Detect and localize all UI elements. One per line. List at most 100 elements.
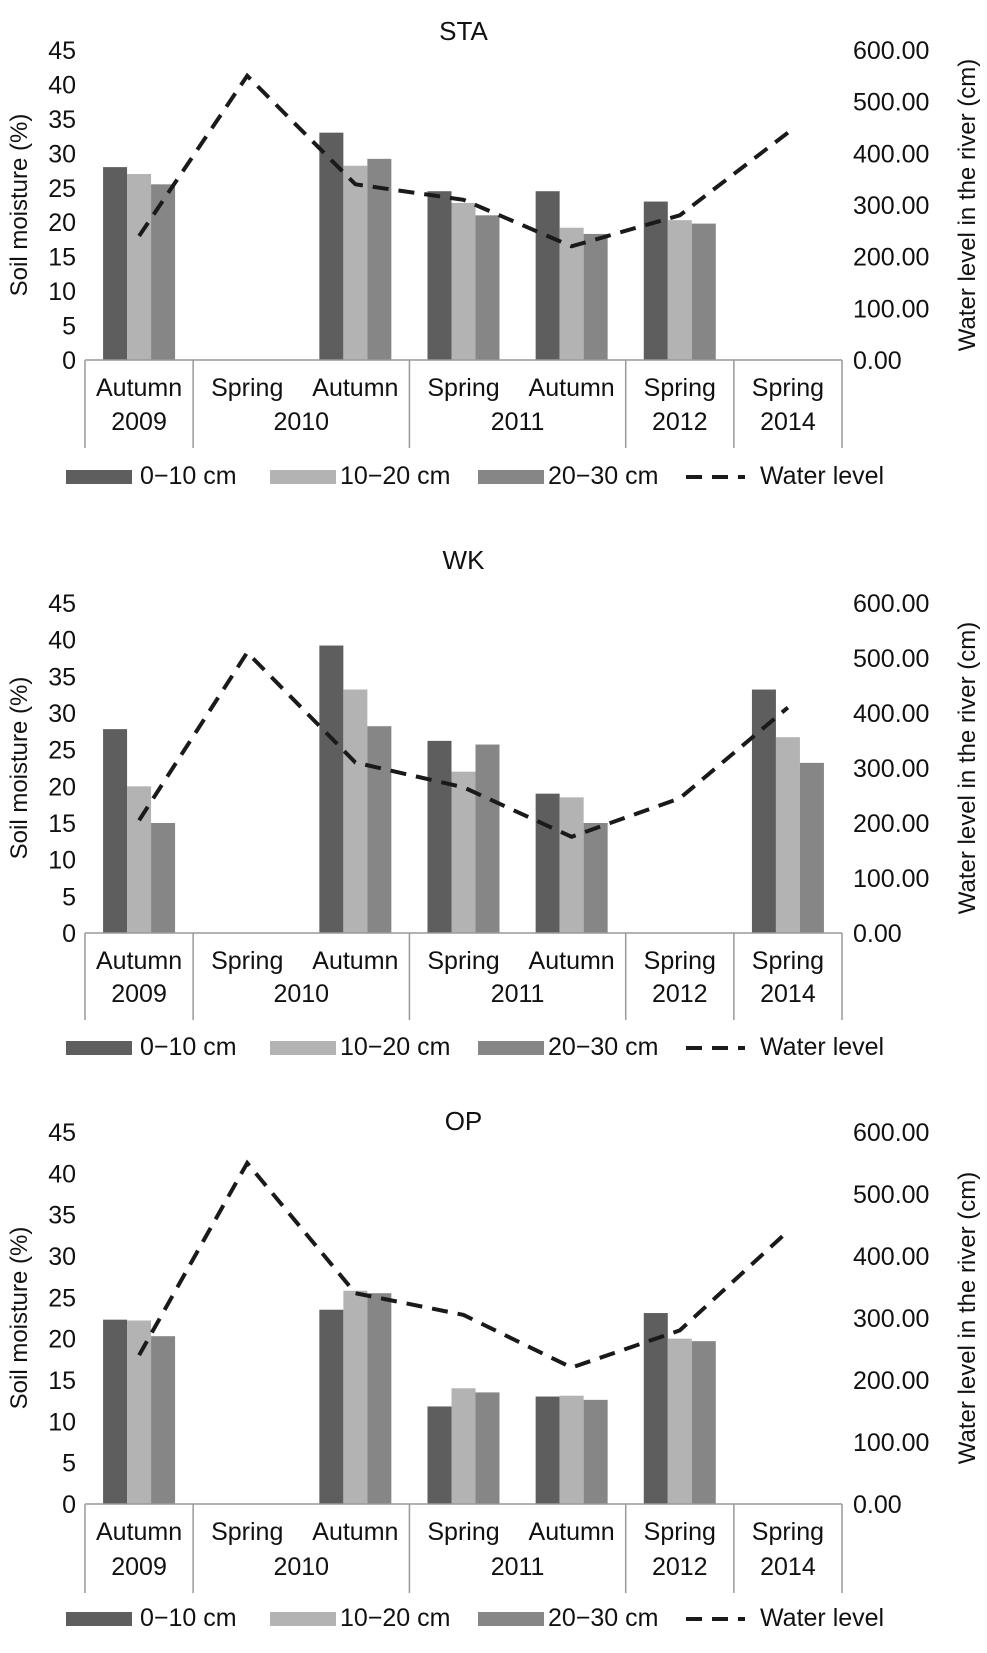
legend-label: 0−10 cm	[140, 1033, 237, 1061]
y2-tick-label: 500.00	[853, 89, 929, 117]
y-tick-label: 15	[48, 810, 76, 838]
y-tick-label: 35	[48, 106, 76, 134]
y-tick-label: 30	[48, 140, 76, 168]
y-tick-label: 25	[48, 1284, 76, 1312]
bar-10-20cm	[667, 220, 692, 360]
y2-tick-label: 200.00	[853, 810, 929, 838]
bar-0-10cm	[535, 1396, 560, 1504]
y-tick-label: 45	[48, 590, 76, 618]
chart-panel-op: OP 0 5 10 15 20 25 30 35 40 45 0.00 100.00 200.00 300.…	[6, 1106, 981, 1632]
bar-0-10cm	[535, 191, 560, 360]
y-tick-label: 5	[62, 1450, 76, 1478]
x-year-label: 2009	[111, 1553, 167, 1581]
y2-tick-label: 200.00	[853, 244, 929, 272]
y2-tick-label: 400.00	[853, 1243, 929, 1271]
y2-tick-label: 100.00	[853, 295, 929, 323]
bar-10-20cm	[559, 797, 584, 933]
bar-0-10cm	[319, 1309, 344, 1504]
bar-0-10cm	[427, 740, 452, 933]
legend-label: 20−30 cm	[548, 462, 659, 490]
y2-tick-label: 100.00	[853, 865, 929, 893]
chart-title: WK	[443, 545, 486, 575]
legend-swatch-10-20cm	[270, 1612, 336, 1626]
x-category-label: Spring	[427, 1518, 499, 1546]
y-tick-label: 30	[48, 1243, 76, 1271]
x-year-label: 2010	[273, 1553, 329, 1581]
x-year-label: 2012	[652, 1553, 708, 1581]
bar-0-10cm	[103, 1319, 128, 1504]
y2-tick-label: 500.00	[853, 645, 929, 673]
legend-label: 10−20 cm	[340, 462, 451, 490]
y-tick-label: 40	[48, 71, 76, 99]
y-tick-label: 10	[48, 847, 76, 875]
y2-tick-label: 300.00	[853, 192, 929, 220]
bar-20-30cm	[475, 1392, 500, 1504]
y2-axis-title: Water level in the river (cm)	[954, 622, 981, 915]
y-tick-label: 20	[48, 773, 76, 801]
bar-10-20cm	[451, 771, 476, 933]
y-tick-label: 45	[48, 1119, 76, 1147]
y2-tick-label: 100.00	[853, 1429, 929, 1457]
y-tick-label: 25	[48, 175, 76, 203]
bar-10-20cm	[343, 165, 368, 360]
x-category-label: Spring	[427, 947, 499, 975]
x-category-label: Autumn	[96, 947, 182, 975]
x-year-label: 2014	[760, 408, 816, 436]
legend-label: 0−10 cm	[140, 1604, 237, 1632]
bar-0-10cm	[103, 167, 128, 360]
bar-10-20cm	[775, 737, 800, 933]
y-tick-label: 10	[48, 1408, 76, 1436]
y-axis-title: Soil moisture (%)	[6, 114, 33, 297]
x-year-label: 2011	[491, 408, 545, 436]
bar-20-30cm	[367, 1293, 392, 1504]
y-tick-label: 5	[62, 883, 76, 911]
y-tick-label: 10	[48, 278, 76, 306]
bar-20-30cm	[367, 726, 392, 933]
y2-axis-title: Water level in the river (cm)	[954, 1172, 981, 1465]
bar-20-30cm	[151, 823, 176, 933]
legend-label: Water level	[760, 462, 884, 490]
y2-tick-label: 600.00	[853, 37, 929, 65]
x-year-label: 2009	[111, 408, 167, 436]
x-category-label: Autumn	[529, 1518, 615, 1546]
x-category-label: Autumn	[312, 374, 398, 402]
bar-20-30cm	[475, 744, 500, 933]
bar-20-30cm	[583, 823, 608, 933]
bar-0-10cm	[535, 793, 560, 933]
legend-label: 20−30 cm	[548, 1604, 659, 1632]
legend-swatch-0-10cm	[66, 1612, 132, 1626]
bar-20-30cm	[799, 762, 824, 933]
x-category-label: Spring	[644, 947, 716, 975]
y-tick-label: 20	[48, 1326, 76, 1354]
y2-tick-label: 500.00	[853, 1181, 929, 1209]
bar-10-20cm	[343, 689, 368, 933]
bar-10-20cm	[667, 1338, 692, 1504]
bar-10-20cm	[451, 1388, 476, 1504]
legend-label: 10−20 cm	[340, 1604, 451, 1632]
x-year-label: 2011	[491, 980, 545, 1008]
bar-0-10cm	[427, 191, 452, 360]
y-tick-label: 0	[62, 920, 76, 948]
legend-label: 10−20 cm	[340, 1033, 451, 1061]
bar-0-10cm	[103, 729, 128, 933]
legend-label: 20−30 cm	[548, 1033, 659, 1061]
chart-panel-wk: WK 0 5 10 15 20 25 30 35 40 45 0.00 100.00 200.00 300.…	[6, 545, 981, 1061]
y2-tick-label: 200.00	[853, 1367, 929, 1395]
y-tick-label: 40	[48, 627, 76, 655]
y2-tick-label: 0.00	[853, 347, 902, 375]
bar-10-20cm	[127, 1320, 152, 1504]
bar-10-20cm	[559, 227, 584, 360]
y2-tick-label: 0.00	[853, 920, 902, 948]
x-category-label: Spring	[211, 374, 283, 402]
x-year-label: 2012	[652, 408, 708, 436]
water-level-line	[137, 72, 790, 249]
bar-10-20cm	[451, 202, 476, 360]
x-year-label: 2012	[652, 980, 708, 1008]
legend-swatch-0-10cm	[66, 1041, 132, 1055]
y-tick-label: 45	[48, 37, 76, 65]
y2-tick-label: 400.00	[853, 700, 929, 728]
y-tick-label: 0	[62, 347, 76, 375]
bar-0-10cm	[643, 201, 668, 360]
y-tick-label: 35	[48, 1202, 76, 1230]
